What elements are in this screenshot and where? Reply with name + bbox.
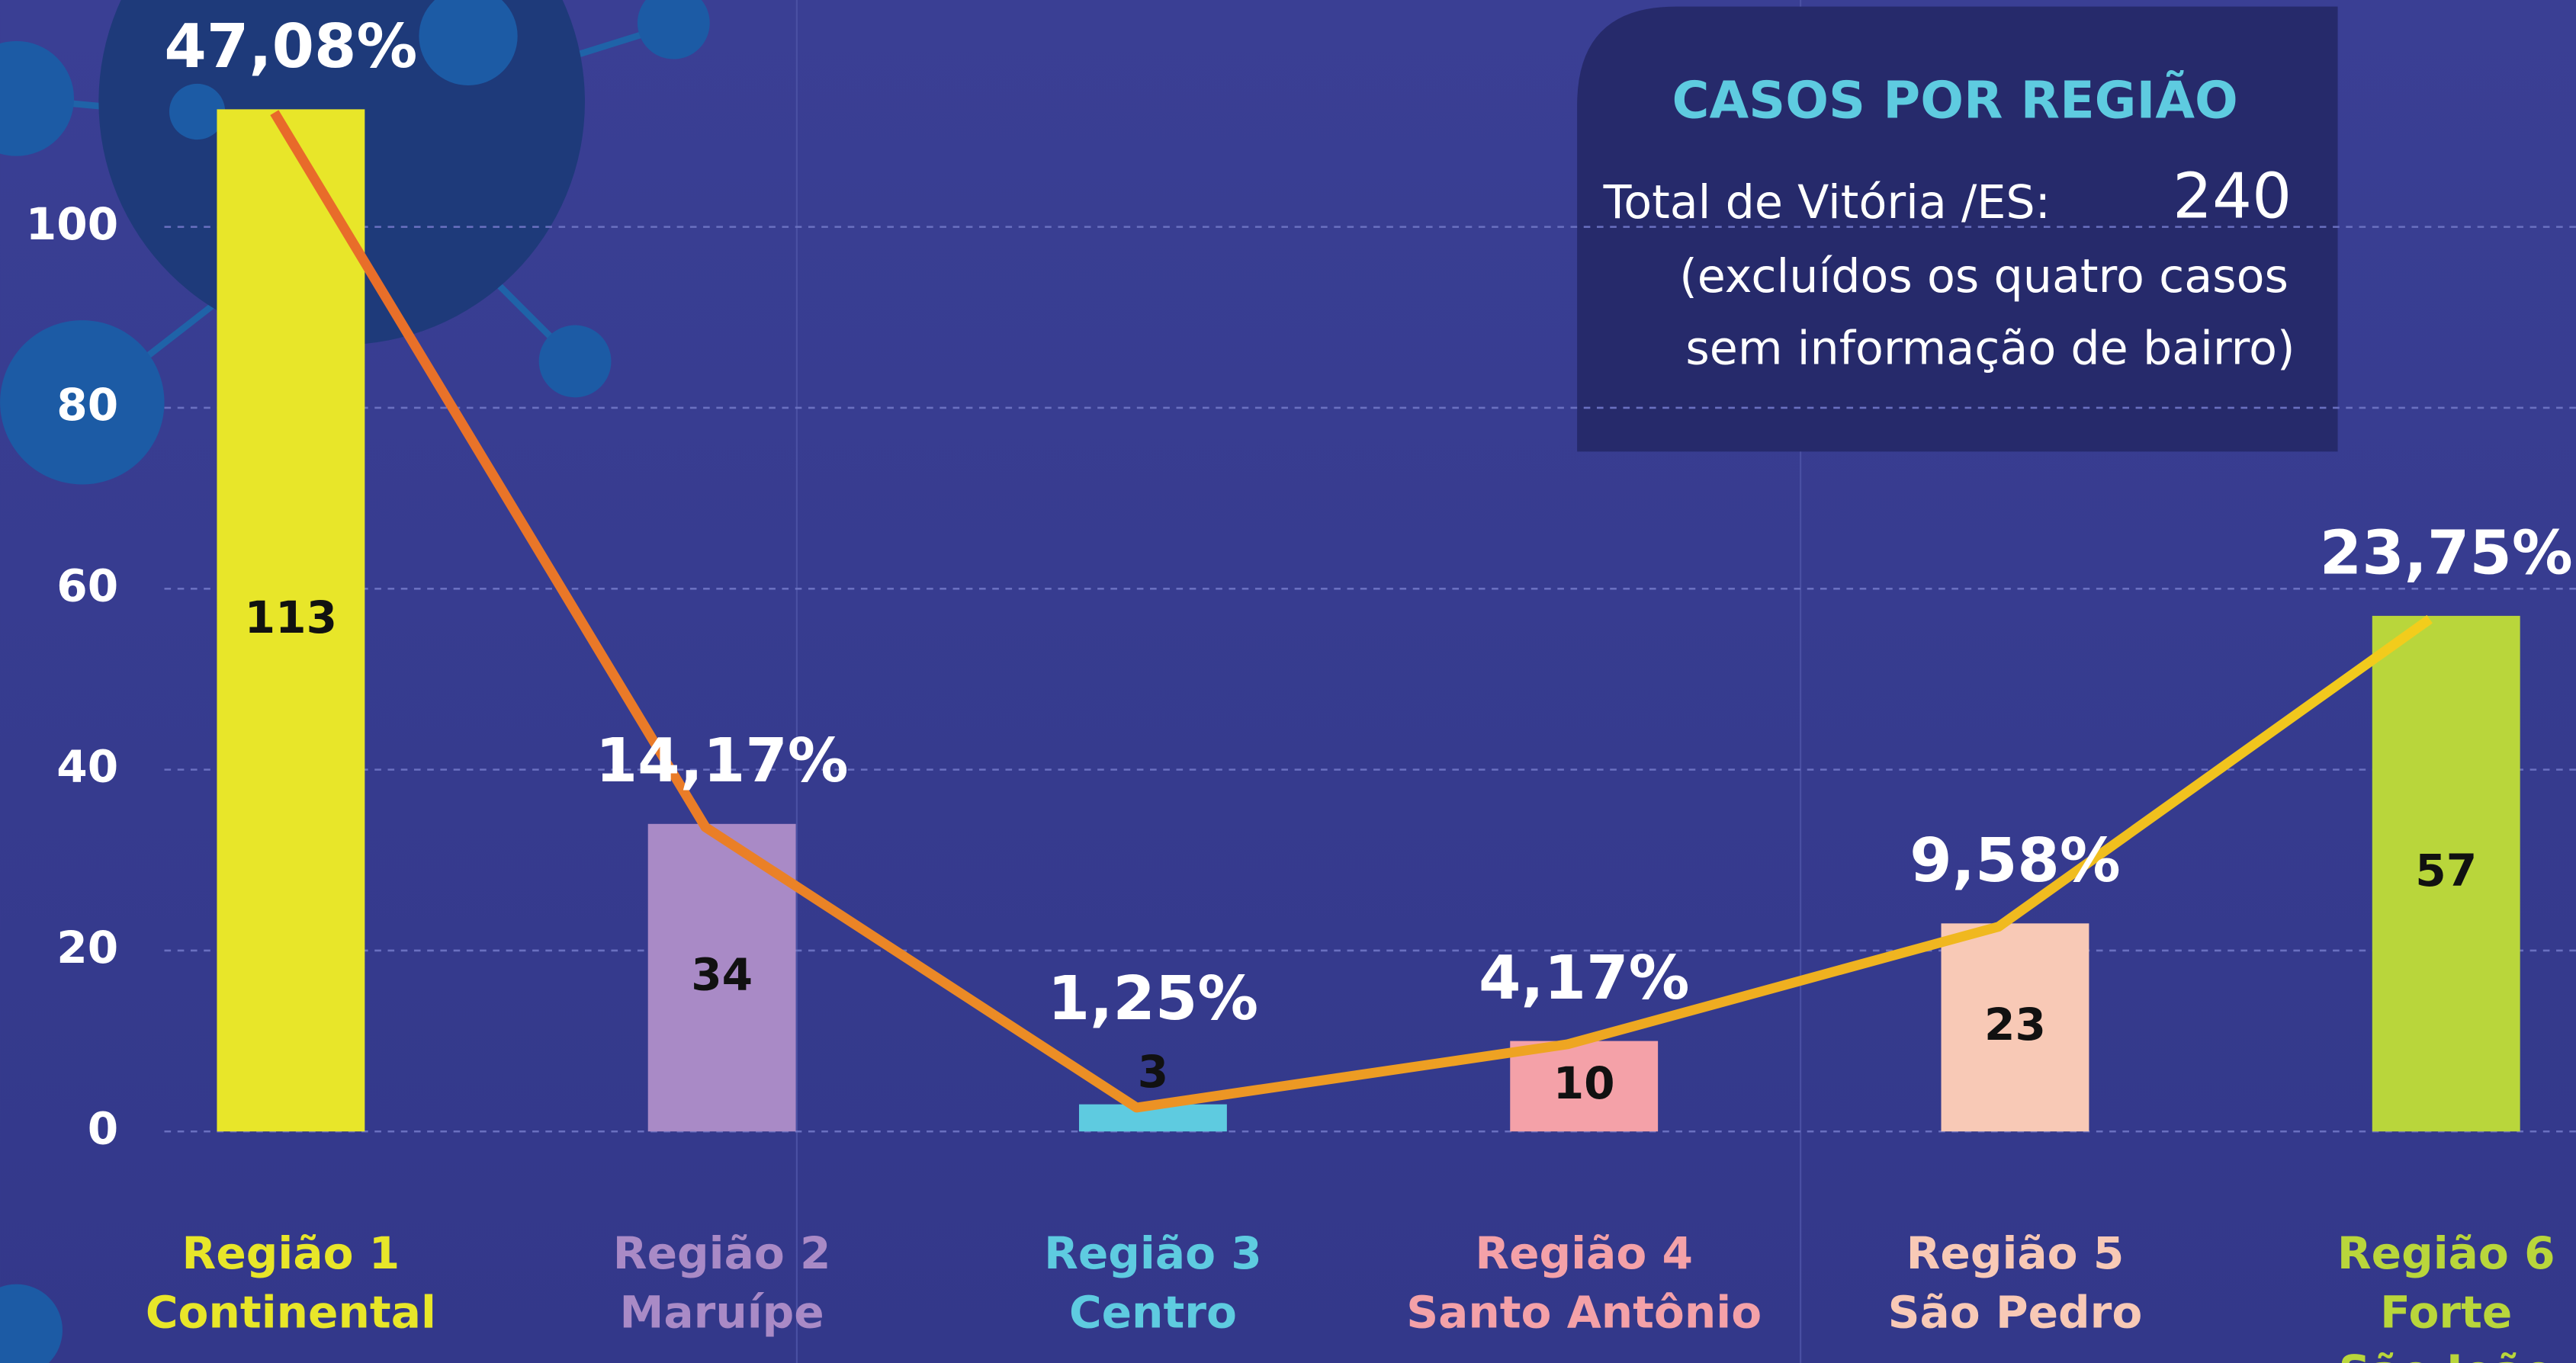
x-tick-label: Região 6 [2337, 1227, 2555, 1279]
percent-label: 1,25% [1048, 963, 1258, 1034]
info-note: sem informação de bairro) [1685, 322, 2295, 376]
y-tick-label: 0 [88, 1102, 118, 1154]
percent-label: 4,17% [1479, 942, 1689, 1013]
y-tick-label: 20 [56, 922, 118, 973]
x-tick-label: Santo Antônio [1406, 1287, 1762, 1339]
x-tick-label: Região 3 [1044, 1227, 1262, 1279]
x-tick-label: São João [2339, 1345, 2554, 1363]
percent-label: 47,08% [164, 11, 417, 82]
value-label: 34 [691, 949, 753, 1001]
percent-label: 23,75% [2320, 517, 2573, 588]
y-tick-label: 40 [56, 741, 118, 793]
y-tick-label: 100 [26, 198, 118, 250]
percent-label: 14,17% [596, 725, 849, 796]
info-box: CASOS POR REGIÃO Total de Vitória /ES: 2… [1577, 7, 2337, 452]
value-label: 57 [2415, 845, 2477, 896]
x-tick-label: Região 1 [182, 1227, 400, 1279]
x-tick-label: Centro [1069, 1287, 1237, 1339]
x-tick-label: São Pedro [1888, 1287, 2143, 1339]
page: {"chart_data": { "type": "bar", "categor… [0, 0, 2576, 1363]
y-tick-label: 80 [56, 379, 118, 431]
percent-label: 9,58% [1910, 825, 2120, 896]
value-label: 10 [1553, 1057, 1615, 1109]
info-title: CASOS POR REGIÃO [1672, 69, 2237, 130]
x-tick-label: Maruípe [620, 1287, 824, 1339]
y-tick-label: 60 [56, 560, 118, 611]
x-tick-label: Continental [146, 1287, 436, 1339]
x-tick-label: Forte [2380, 1287, 2512, 1339]
value-label: 113 [245, 592, 337, 643]
x-tick-label: Região 4 [1475, 1227, 1693, 1279]
x-tick-label: Região 2 [613, 1227, 831, 1279]
value-label: 23 [1984, 999, 2046, 1050]
chart: CASOS POR REGIÃO Total de Vitória /ES: 2… [0, 0, 2576, 1363]
info-total-label: Total de Vitória /ES: [1603, 176, 2051, 229]
value-label: 3 [1138, 1046, 1168, 1098]
info-total: 240 [2173, 160, 2292, 233]
x-tick-label: Região 5 [1906, 1227, 2125, 1279]
info-note: (excluídos os quatro casos [1679, 250, 2289, 303]
